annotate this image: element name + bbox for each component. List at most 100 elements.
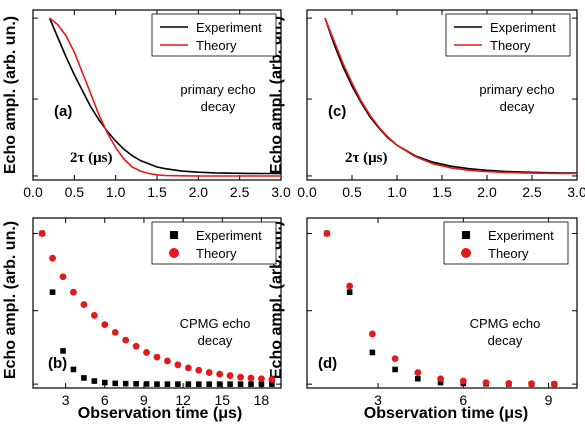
data-point-experiment [133,381,139,387]
data-point-experiment [237,381,244,387]
data-point-theory [414,369,422,376]
x-tick-label: 0.5 [65,184,85,200]
ylabel-top-left: Echo ampl. (arb. un.) [2,16,19,174]
data-point-theory [80,301,88,308]
data-point-experiment [415,375,421,382]
data-point-theory [164,357,171,365]
legend: Experiment Theory [151,13,277,57]
series-line-theory [49,17,281,177]
legend-label: Experiment [196,20,262,35]
data-point-theory [132,342,140,350]
annotation-text: primary echo [479,82,554,97]
data-point-theory [459,377,467,385]
annotation-text: decay [201,99,236,114]
data-point-theory [505,379,513,387]
data-point-theory [323,230,331,237]
data-point-experiment [60,348,66,354]
data-point-experiment [112,380,119,387]
x-tick-label: 2.5 [230,184,250,200]
x-tick-label: 6 [459,392,467,408]
data-point-experiment [91,378,98,384]
legend-label: Theory [196,246,237,261]
series-line-experiment [48,17,281,175]
data-point-theory [153,353,161,361]
data-point-experiment [154,381,160,387]
legend-swatch [169,248,179,258]
data-point-theory [237,373,244,381]
data-point-theory [70,288,77,296]
data-point-experiment [248,381,254,387]
data-point-theory [437,375,444,383]
data-point-experiment [258,381,265,387]
data-point-experiment [392,366,398,373]
x-tick-label: 12 [175,392,191,408]
x-tick-label: 9 [140,392,148,408]
x-tick-label: 2.0 [189,184,209,200]
data-point-theory [346,282,354,290]
data-point-experiment [122,380,129,387]
data-point-theory [391,355,399,363]
data-point-theory [482,379,490,386]
data-point-experiment [143,381,150,387]
xlabel-panel-d: Observation time (μs) [364,405,529,422]
xlabel-panel-b: Observation time (μs) [78,405,243,422]
data-point-theory [550,380,558,388]
x-tick-label: 1.5 [432,184,452,200]
x-tick-label: 9 [545,392,553,408]
panel-a: 0.0 0.5 1.0 1.5 2.0 2.5 3.0 Experiment Theory pri… [23,9,291,200]
panel-label: (b) [48,355,67,372]
data-point-theory [195,366,203,374]
x-tick-label: 3.0 [271,184,291,200]
legend-swatch [170,231,178,239]
legend-label: Experiment [196,228,262,243]
inline-xlabel: 2τ (μs) [345,150,388,166]
plot-area [324,17,577,175]
data-point-experiment [49,289,56,295]
data-point-experiment [369,349,376,356]
x-tick-label: 0.0 [23,184,43,200]
data-point-experiment [81,375,87,381]
data-point-theory [258,375,265,383]
legend: Experiment Theory [443,221,569,265]
panel-label: (d) [318,355,337,372]
x-tick-label: 2.0 [477,184,497,200]
x-tick-label: 0.0 [297,184,317,200]
legend-label: Theory [490,38,531,53]
annotation-text: CPMG echo [180,316,251,331]
annotation-text: primary echo [180,82,255,97]
x-tick-label: 3.0 [567,184,585,200]
data-point-experiment [164,381,171,387]
legend-label: Experiment [490,20,556,35]
data-point-theory [59,273,67,281]
data-point-experiment [437,379,444,386]
data-point-theory [528,380,535,388]
x-tick-label: 2.5 [522,184,542,200]
legend-label: Experiment [488,228,554,243]
legend-box [445,13,571,57]
data-point-theory [368,330,376,338]
data-point-theory [247,374,255,382]
ylabel-bottom-left: Echo ampl. (arb. un.) [2,221,19,379]
data-point-experiment [346,289,353,295]
plot-frame [306,217,578,389]
data-point-theory [122,336,130,344]
data-point-experiment [216,381,223,387]
legend: Experiment Theory [445,13,571,57]
x-tick-label: 15 [214,392,230,408]
data-point-experiment [195,381,202,387]
annotation-text: CPMG echo [470,316,541,331]
data-point-theory [268,376,276,383]
data-point-theory [90,311,98,319]
inline-xlabel: 2τ (μs) [70,150,113,166]
data-point-theory [143,349,150,356]
data-point-experiment [175,381,181,387]
data-point-experiment [227,381,233,387]
x-tick-label: 0.5 [342,184,362,200]
x-tick-label: 3 [62,392,70,408]
x-tick-label: 1.0 [106,184,126,200]
data-point-theory [111,328,119,336]
plot-frame [32,217,282,389]
data-point-theory [101,321,109,329]
panel-c: 0.0 0.5 1.0 1.5 2.0 2.5 3.0 Experiment Theory pri… [297,9,585,200]
data-point-experiment [70,366,77,373]
